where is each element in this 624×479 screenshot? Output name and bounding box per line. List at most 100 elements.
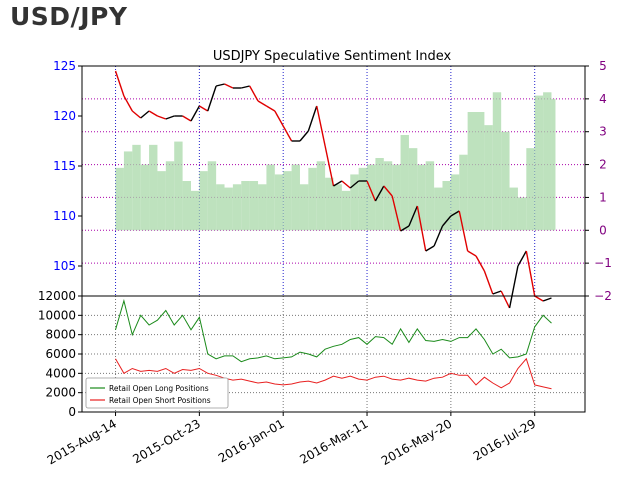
x-tick-label-5: 2016-Jul-29	[471, 416, 538, 463]
sentiment-bar-11	[207, 161, 217, 231]
bottom-tick-label-1: 2000	[45, 386, 76, 400]
price-segment-5	[148, 110, 158, 117]
chart-title: USDJPY Speculative Sentiment Index	[213, 49, 452, 64]
price-segment-44	[475, 255, 486, 272]
price-segment-38	[425, 245, 435, 252]
price-segment-37	[416, 205, 427, 252]
price-segment-6	[157, 115, 167, 120]
price-segment-36	[408, 205, 418, 227]
right-tick-label-5: 3	[599, 125, 607, 139]
price-segment-12	[207, 85, 217, 112]
panel-frames	[81, 65, 586, 413]
price-segment-41	[450, 210, 460, 217]
bottom-tick-label-5: 10000	[38, 308, 76, 322]
price-segment-26	[324, 145, 335, 187]
price-segment-19	[266, 105, 276, 112]
price-segment-18	[257, 100, 267, 107]
price-segment-45	[483, 270, 494, 295]
sentiment-bar-33	[392, 164, 401, 231]
bottom-axis-ticks: 0 2000 4000 6000 8000 10000 12000	[38, 289, 82, 419]
sentiment-bar-29	[358, 167, 368, 231]
price-segment-7	[165, 115, 175, 120]
x-tick-label-1: 2015-Oct-23	[130, 416, 202, 466]
sentiment-bar-49	[526, 148, 535, 231]
bottom-tick-label-0: 0	[68, 405, 76, 419]
sentiment-bar-8	[182, 181, 191, 231]
price-segment-16	[241, 85, 250, 89]
sentiment-bar-12	[216, 184, 225, 231]
left-tick-label-4: 125	[53, 59, 76, 73]
right-tick-label-3: 1	[599, 190, 607, 204]
sentiment-bar-15	[241, 181, 250, 231]
left-tick-label-0: 105	[53, 259, 76, 273]
sentiment-bar-38	[434, 187, 443, 231]
sentiment-bar-18	[266, 164, 275, 231]
price-segment-43	[467, 250, 477, 257]
price-segment-35	[400, 225, 410, 232]
sentiment-bar-32	[383, 161, 393, 231]
right-tick-label-0: −2	[594, 289, 612, 303]
price-segment-49	[517, 250, 527, 267]
left-tick-label-2: 115	[53, 159, 76, 173]
x-tick-label-0: 2015-Aug-14	[45, 416, 119, 467]
right-tick-label-4: 2	[599, 158, 607, 172]
price-segment-9	[182, 115, 192, 122]
price-segment-17	[249, 85, 259, 102]
sentiment-bar-30	[367, 164, 376, 231]
sentiment-bar-27	[341, 190, 351, 231]
x-tick-label-3: 2016-Mar-11	[297, 416, 370, 466]
price-segment-27	[333, 180, 343, 187]
price-segment-25	[316, 105, 326, 147]
right-tick-label-7: 5	[599, 59, 607, 73]
price-segment-47	[500, 290, 511, 309]
sentiment-bar-7	[174, 141, 183, 231]
sentiment-bar-16	[249, 181, 259, 231]
sentiment-bar-39	[442, 181, 451, 231]
sentiment-bar-47	[509, 187, 518, 231]
sentiment-bar-20	[283, 171, 292, 231]
sentiment-area	[115, 92, 556, 231]
price-segment-28	[341, 180, 351, 189]
position-line-0	[115, 298, 552, 363]
bottom-tick-label-6: 12000	[38, 289, 76, 303]
price-segment-51	[534, 295, 544, 302]
sentiment-bar-43	[476, 112, 485, 231]
bottom-tick-label-2: 4000	[45, 366, 76, 380]
price-series	[114, 70, 552, 309]
price-segment-24	[307, 105, 318, 132]
sentiment-bar-46	[501, 131, 510, 231]
price-segment-29	[349, 180, 360, 189]
sentiment-bar-14	[232, 184, 242, 231]
left-tick-label-3: 120	[53, 109, 76, 123]
price-segment-48	[508, 265, 519, 309]
price-segment-3	[131, 110, 142, 119]
sentiment-bar-6	[165, 161, 175, 231]
legend-box	[85, 377, 229, 409]
sentiment-bar-0	[115, 167, 124, 231]
price-segment-46	[492, 290, 502, 295]
sentiment-bar-22	[299, 184, 309, 231]
price-segment-23	[299, 130, 309, 142]
sentiment-bar-23	[308, 167, 317, 231]
price-segment-52	[542, 297, 552, 302]
price-segment-31	[366, 180, 377, 202]
sentiment-bar-45	[492, 92, 502, 231]
sentiment-bar-1	[123, 151, 133, 231]
right-tick-label-1: −1	[594, 256, 612, 270]
page-heading: USD/JPY	[10, 2, 128, 31]
sentiment-bar-36	[417, 164, 426, 231]
right-axis-ticks: −2 −1 0 1 2 3 4 5	[585, 59, 612, 303]
position-line-1	[115, 357, 552, 390]
legend: Retail Open Long Positions Retail Open Sh…	[85, 377, 229, 409]
left-tick-label-1: 110	[53, 209, 76, 223]
sentiment-bar-28	[350, 174, 359, 231]
left-axis-ticks: 105 110 115 120 125	[53, 59, 82, 273]
sentiment-bar-21	[291, 164, 300, 231]
sentiment-bar-35	[408, 148, 418, 231]
sentiment-bar-41	[459, 154, 468, 231]
x-axis-ticks: 2015-Aug-14 2015-Oct-23 2016-Jan-01 2016-Ma…	[45, 412, 538, 468]
price-segment-39	[433, 225, 444, 247]
sentiment-bar-51	[543, 92, 552, 231]
price-segment-4	[140, 110, 150, 119]
sentiment-bar-26	[333, 184, 342, 231]
